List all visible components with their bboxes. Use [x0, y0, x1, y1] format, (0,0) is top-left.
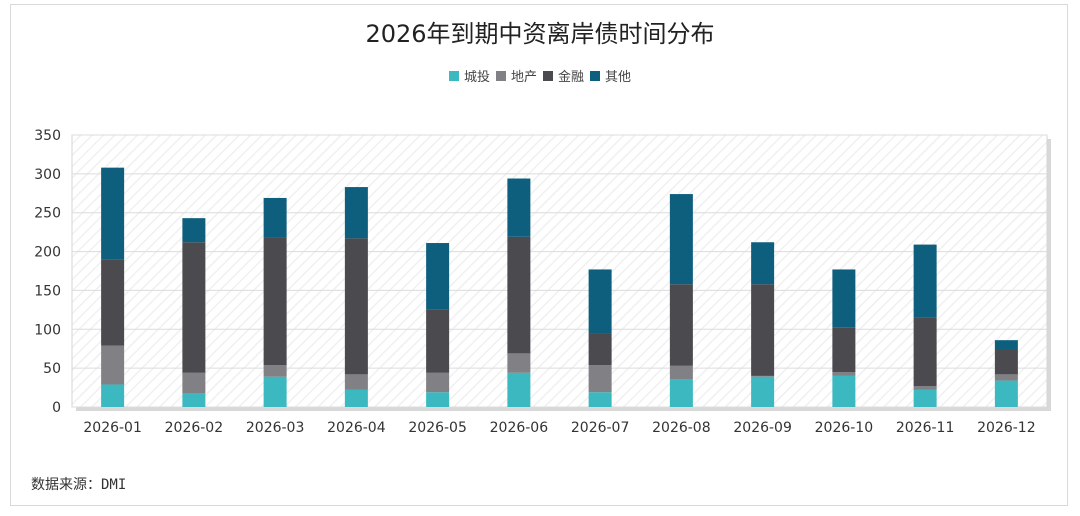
bar-segment	[669, 194, 693, 285]
bar-segment	[182, 242, 206, 373]
y-tick-label: 250	[34, 206, 61, 222]
x-tick-label: 2026-11	[896, 420, 955, 436]
bar-segment	[507, 178, 531, 237]
x-tick-label: 2026-06	[490, 420, 549, 436]
bar-segment	[182, 372, 206, 394]
legend-item: 地产	[495, 66, 537, 85]
legend-swatch	[543, 70, 553, 81]
legend: 城投 地产 金融 其他	[0, 66, 1080, 85]
bar-segment	[832, 269, 856, 328]
y-tick-label: 0	[52, 400, 61, 416]
x-tick-label: 2026-12	[977, 420, 1036, 436]
x-tick-label: 2026-03	[246, 420, 305, 436]
x-tick-label: 2026-09	[733, 420, 792, 436]
legend-item: 金融	[543, 66, 584, 85]
legend-label: 地产	[510, 70, 537, 85]
bar-segment	[994, 374, 1018, 381]
bar-segment	[751, 375, 775, 377]
bar-segment	[669, 379, 693, 407]
legend-item: 其他	[590, 66, 631, 85]
legend-swatch	[495, 70, 506, 81]
y-tick-label: 50	[43, 361, 61, 377]
x-tick-label: 2026-01	[83, 420, 142, 436]
bar-segment	[751, 376, 775, 407]
y-tick-label: 100	[34, 322, 61, 338]
bar-segment	[751, 284, 775, 376]
x-tick-label: 2026-10	[815, 420, 874, 436]
bar-segment	[994, 380, 1018, 407]
bar-segment	[913, 386, 937, 390]
bar-segment	[913, 317, 937, 387]
bar-segment	[994, 349, 1018, 375]
y-tick-label: 300	[34, 167, 61, 183]
legend-item: 城投	[448, 66, 490, 85]
legend-swatch	[448, 70, 459, 81]
bar-segment	[588, 392, 612, 407]
bar-segment	[426, 243, 450, 310]
bar-segment	[751, 242, 775, 285]
bar-segment	[263, 237, 287, 366]
bar-segment	[263, 197, 287, 238]
legend-swatch	[590, 70, 601, 81]
x-tick-label: 2026-05	[408, 420, 467, 436]
bar-segment	[913, 389, 937, 407]
bar-segment	[344, 374, 368, 390]
bar-segment	[913, 244, 937, 318]
bar-segment	[832, 372, 856, 376]
bar-segment	[669, 365, 693, 380]
bar-segment	[588, 365, 612, 393]
source-note: 数据来源：DMI	[31, 477, 127, 493]
bar-segment	[669, 284, 693, 366]
bar-segment	[101, 259, 125, 346]
bar-segment	[263, 365, 287, 377]
bar-segment	[344, 389, 368, 407]
bar-segment	[426, 309, 450, 373]
bar-segment	[101, 167, 125, 260]
bar-segment	[182, 393, 206, 407]
bar-segment	[588, 269, 612, 334]
plot-area	[71, 134, 1048, 408]
bar-segment	[426, 392, 450, 407]
y-tick-label: 150	[34, 283, 61, 299]
y-tick-label: 200	[34, 245, 61, 261]
legend-label: 其他	[605, 70, 632, 85]
legend-label: 城投	[463, 70, 490, 85]
bar-segment	[344, 238, 368, 375]
bar-segment	[182, 218, 206, 243]
x-tick-label: 2026-02	[165, 420, 224, 436]
bar-segment	[507, 236, 531, 354]
x-tick-label: 2026-04	[327, 420, 386, 436]
bar-segment	[588, 333, 612, 366]
bar-segment	[994, 340, 1018, 350]
legend-label: 金融	[558, 70, 585, 85]
bar-segment	[344, 187, 368, 239]
bar-segment	[426, 372, 450, 393]
bar-segment	[507, 372, 531, 407]
chart-title: 2026年到期中资离岸债时间分布	[365, 20, 715, 48]
bar-segment	[101, 384, 125, 407]
bar-segment	[263, 376, 287, 407]
bar-segment	[832, 375, 856, 407]
bar-segment	[101, 345, 125, 385]
x-tick-label: 2026-07	[571, 420, 630, 436]
y-tick-label: 350	[34, 128, 61, 144]
bar-segment	[507, 353, 531, 373]
bar-segment	[832, 327, 856, 373]
x-tick-label: 2026-08	[652, 420, 711, 436]
